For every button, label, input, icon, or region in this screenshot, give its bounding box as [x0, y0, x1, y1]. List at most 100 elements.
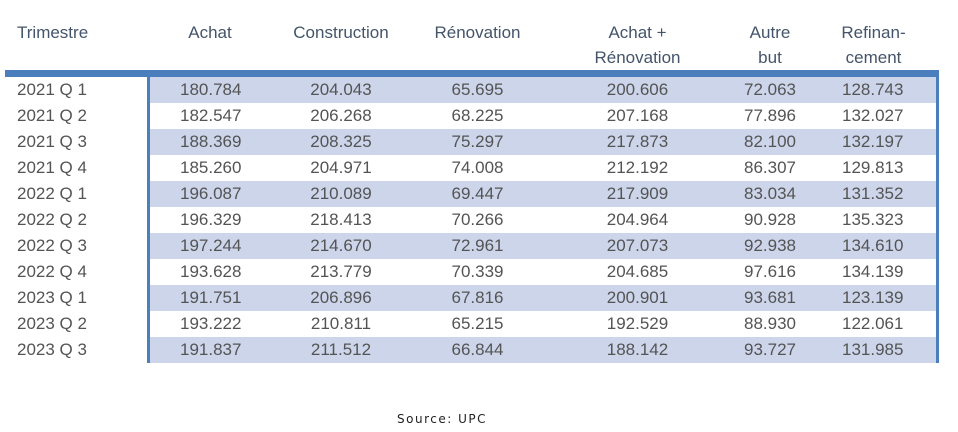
value-cell-achat: 197.244: [148, 233, 272, 259]
value-cell-achat-renovation: 217.873: [545, 129, 730, 155]
value-cell-renovation: 70.266: [451, 210, 504, 229]
value-cell-refinancement: 122.061: [810, 311, 939, 337]
row-label-cell: 2022 Q 3: [5, 233, 150, 259]
value-cell-construction: 214.670: [272, 233, 410, 259]
value-cell-construction: 206.896: [272, 285, 410, 311]
value-cell-autre-but: 88.930: [744, 314, 796, 333]
table-row: 2022 Q 3 197.244 214.670 72.961 207.073 …: [5, 233, 939, 259]
table-row: 2022 Q 4 193.628 213.779 70.339 204.685 …: [5, 259, 939, 285]
header-line1: Rénovation: [434, 23, 521, 42]
row-label-cell: 2021 Q 1: [5, 73, 150, 103]
column-header-construction: Construction: [272, 20, 410, 77]
header-line1: Autre: [749, 23, 791, 42]
header-line2: but: [758, 48, 782, 67]
value-cell-achat-renovation: 207.073: [545, 233, 730, 259]
value-cell-achat: 191.751: [148, 285, 272, 311]
value-cell-achat-renovation: 204.964: [606, 210, 669, 229]
value-cell-refinancement: 131.985: [810, 337, 939, 363]
value-cell-achat: 182.547: [180, 106, 242, 125]
source-note: Source: UPC: [397, 412, 487, 426]
value-cell-refinancement: 123.139: [810, 285, 939, 311]
value-cell-construction: 213.779: [310, 262, 372, 281]
header-line1: Achat: [188, 23, 232, 42]
value-cell-autre-but: 86.307: [744, 158, 796, 177]
table-row: 2023 Q 2 193.222 210.811 65.215 192.529 …: [5, 311, 939, 337]
value-cell-achat-renovation: 188.142: [545, 337, 730, 363]
value-cell-renovation: 65.695: [410, 73, 545, 103]
table-row: 2022 Q 2 196.329 218.413 70.266 204.964 …: [5, 207, 939, 233]
value-cell-construction: 211.512: [272, 337, 410, 363]
value-cell-autre-but: 82.100: [730, 129, 810, 155]
value-cell-achat-renovation: 204.685: [606, 262, 669, 281]
header-line1: Trimestre: [17, 23, 89, 42]
value-cell-refinancement: 132.027: [810, 103, 939, 129]
value-cell-achat-renovation: 212.192: [606, 158, 669, 177]
value-cell-autre-but: 93.727: [730, 337, 810, 363]
row-label-cell: 2023 Q 3: [5, 337, 150, 363]
value-cell-construction: 210.811: [310, 314, 372, 333]
table-row: 2021 Q 1 180.784 204.043 65.695 200.606 …: [5, 73, 939, 103]
row-label-cell: 2022 Q 4: [5, 259, 150, 285]
table-row: 2023 Q 1 191.751 206.896 67.816 200.901 …: [5, 285, 939, 311]
value-cell-achat: 196.329: [180, 210, 242, 229]
value-cell-renovation: 70.339: [451, 262, 504, 281]
row-label-cell: 2021 Q 3: [5, 129, 150, 155]
value-cell-renovation: 65.215: [451, 314, 504, 333]
row-label-cell: 2023 Q 1: [5, 285, 150, 311]
header-line2: cement: [845, 48, 902, 67]
value-cell-autre-but: 97.616: [744, 262, 796, 281]
value-cell-achat-renovation: 192.529: [606, 314, 669, 333]
column-header-autre-but: Autre but: [730, 20, 810, 77]
value-cell-refinancement: 134.139: [810, 259, 939, 285]
header-row: Trimestre Achat Construction Rénovation …: [5, 20, 937, 77]
value-cell-refinancement: 134.610: [810, 233, 939, 259]
value-cell-refinancement: 132.197: [810, 129, 939, 155]
value-cell-autre-but: 83.034: [730, 181, 810, 207]
value-cell-autre-but: 90.928: [744, 210, 796, 229]
value-cell-renovation: 74.008: [451, 158, 504, 177]
header-line2: Rénovation: [594, 48, 681, 67]
value-cell-achat: 193.222: [180, 314, 242, 333]
column-header-refinancement: Refinan- cement: [810, 20, 937, 77]
value-cell-renovation: 75.297: [410, 129, 545, 155]
value-cell-achat: 191.837: [148, 337, 272, 363]
value-cell-achat-renovation: 217.909: [545, 181, 730, 207]
header-line1: Construction: [293, 23, 389, 42]
value-cell-achat-renovation: 200.901: [545, 285, 730, 311]
value-cell-achat-renovation: 200.606: [545, 73, 730, 103]
value-cell-construction: 204.971: [310, 158, 372, 177]
value-cell-construction: 210.089: [272, 181, 410, 207]
value-cell-refinancement: 129.813: [810, 155, 939, 181]
value-cell-achat: 185.260: [180, 158, 242, 177]
table-body: 2021 Q 1 180.784 204.043 65.695 200.606 …: [5, 73, 939, 363]
row-label-cell: 2023 Q 2: [5, 311, 150, 337]
row-label-cell: 2022 Q 2: [5, 207, 150, 233]
column-header-trimestre: Trimestre: [5, 20, 148, 77]
table-row: 2021 Q 3 188.369 208.325 75.297 217.873 …: [5, 129, 939, 155]
value-cell-refinancement: 131.352: [810, 181, 939, 207]
value-cell-renovation: 72.961: [410, 233, 545, 259]
value-cell-achat: 193.628: [180, 262, 242, 281]
column-header-achat: Achat: [148, 20, 272, 77]
table-row: 2021 Q 2 182.547 206.268 68.225 207.168 …: [5, 103, 939, 129]
column-header-achat-renovation: Achat + Rénovation: [545, 20, 730, 77]
value-cell-achat-renovation: 207.168: [606, 106, 669, 125]
value-cell-construction: 218.413: [310, 210, 372, 229]
value-cell-autre-but: 92.938: [730, 233, 810, 259]
table-row: 2021 Q 4 185.260 204.971 74.008 212.192 …: [5, 155, 939, 181]
value-cell-autre-but: 93.681: [730, 285, 810, 311]
row-label-cell: 2021 Q 4: [5, 155, 150, 181]
value-cell-renovation: 66.844: [410, 337, 545, 363]
row-label-cell: 2021 Q 2: [5, 103, 150, 129]
value-cell-renovation: 69.447: [410, 181, 545, 207]
value-cell-renovation: 68.225: [451, 106, 504, 125]
value-cell-construction: 208.325: [272, 129, 410, 155]
header-line1: Achat +: [608, 23, 667, 42]
value-cell-construction: 206.268: [310, 106, 372, 125]
value-cell-refinancement: 135.323: [810, 207, 939, 233]
value-cell-construction: 204.043: [272, 73, 410, 103]
value-cell-autre-but: 72.063: [730, 73, 810, 103]
table-row: 2023 Q 3 191.837 211.512 66.844 188.142 …: [5, 337, 939, 363]
column-header-renovation: Rénovation: [410, 20, 545, 77]
value-cell-autre-but: 77.896: [744, 106, 796, 125]
